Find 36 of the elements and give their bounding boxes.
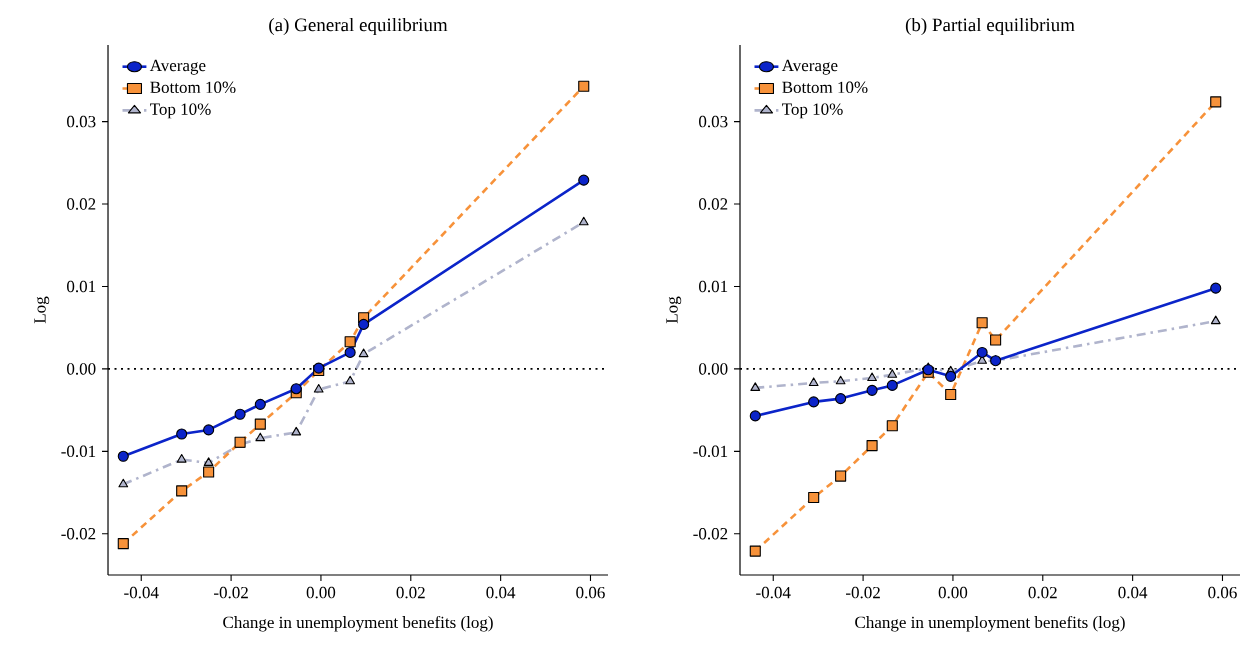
y-tick-label: 0.01 [67, 280, 96, 293]
legend-label: Bottom 10% [150, 81, 236, 94]
x-tick-label: 0.06 [576, 586, 605, 599]
y-tick-label: 0.03 [699, 115, 728, 128]
legend-label: Bottom 10% [782, 81, 868, 94]
chart-title: (b) Partial equilibrium [905, 17, 1075, 36]
y-tick-label: 0.01 [699, 280, 728, 293]
x-tick-label: 0.00 [306, 586, 336, 599]
y-tick-label: 0.02 [67, 198, 96, 210]
x-axis-title: Change in unemployment benefits (log) [855, 615, 1125, 632]
legend-label: Top 10% [782, 103, 843, 119]
x-tick-label: 0.04 [486, 586, 516, 599]
legend-label: Average [149, 59, 206, 75]
x-tick-label: 0.04 [1118, 586, 1148, 599]
x-tick-label: -0.02 [846, 586, 880, 599]
y-axis-title: Log [34, 296, 50, 324]
y-tick-label: 0.03 [67, 115, 96, 128]
x-tick-label: 0.00 [938, 586, 968, 599]
legend-label: Average [781, 59, 838, 75]
chart-title: (a) General equilibrium [269, 17, 448, 36]
x-tick-label: 0.02 [396, 586, 425, 599]
y-tick-label: 0.00 [67, 363, 96, 375]
x-tick-label: -0.02 [214, 586, 248, 599]
x-tick-label: 0.06 [1208, 586, 1237, 599]
legend-label: Top 10% [150, 103, 211, 119]
y-tick-label: -0.02 [693, 528, 728, 540]
y-tick-label: -0.01 [61, 445, 96, 458]
y-tick-label: -0.01 [693, 445, 728, 458]
y-axis-title: Log [666, 296, 682, 324]
x-tick-label: 0.02 [1028, 586, 1057, 599]
y-tick-label: 0.02 [699, 198, 728, 210]
x-tick-label: -0.04 [756, 586, 791, 599]
x-axis-title: Change in unemployment benefits (log) [223, 615, 493, 632]
y-tick-label: -0.02 [61, 528, 96, 540]
x-tick-label: -0.04 [124, 586, 159, 599]
y-tick-label: 0.00 [699, 363, 728, 375]
